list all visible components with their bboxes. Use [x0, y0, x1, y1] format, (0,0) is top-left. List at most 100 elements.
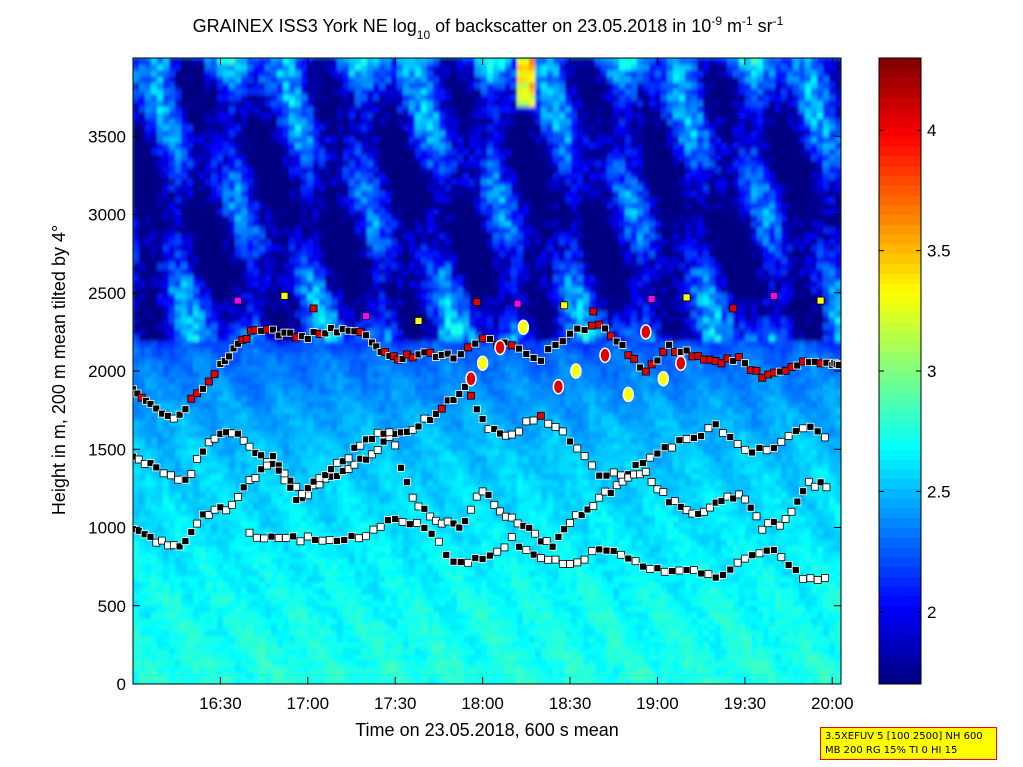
- heatmap-cell: [169, 605, 176, 613]
- heatmap-cell: [661, 575, 668, 583]
- heatmap-cell: [301, 641, 308, 649]
- heatmap-cell: [277, 527, 284, 535]
- heatmap-cell: [379, 557, 386, 565]
- heatmap-cell: [517, 599, 524, 607]
- heatmap-cell: [433, 677, 440, 684]
- heatmap-cell: [469, 587, 476, 595]
- heatmap-cell: [811, 449, 818, 456]
- heatmap-cell: [607, 509, 614, 517]
- heatmap-cell: [811, 497, 818, 505]
- heatmap-cell: [163, 449, 170, 456]
- heatmap-cell: [145, 479, 152, 486]
- heatmap-cell: [265, 551, 272, 559]
- heatmap-cell: [733, 641, 740, 649]
- heatmap-cell: [595, 557, 602, 565]
- heatmap-cell: [487, 521, 494, 529]
- heatmap-cell: [601, 479, 608, 486]
- heatmap-cell: [205, 677, 212, 684]
- heatmap-cell: [751, 557, 758, 565]
- heatmap-cell: [313, 593, 320, 601]
- heatmap-cell: [523, 665, 530, 673]
- heatmap-cell: [655, 479, 662, 486]
- heatmap-cell: [163, 569, 170, 577]
- heatmap-cell: [625, 617, 632, 625]
- heatmap-cell: [391, 485, 398, 492]
- heatmap-cell: [733, 593, 740, 601]
- heatmap-cell: [373, 599, 380, 607]
- heatmap-cell: [649, 647, 656, 655]
- heatmap-cell: [553, 479, 560, 486]
- heatmap-cell: [343, 635, 350, 643]
- heatmap-cell: [169, 665, 176, 673]
- heatmap-cell: [787, 449, 794, 456]
- heatmap-cell: [145, 431, 152, 438]
- heatmap-cell: [427, 665, 434, 673]
- heatmap-cell: [535, 653, 542, 661]
- heatmap-cell: [649, 527, 656, 535]
- heatmap-cell: [655, 455, 662, 462]
- heatmap-cell: [409, 551, 416, 559]
- heatmap-cell: [631, 437, 638, 444]
- heatmap-cell: [163, 653, 170, 661]
- heatmap-cell: [367, 485, 374, 492]
- heatmap-cell: [637, 491, 644, 498]
- title-part: sr: [753, 16, 773, 36]
- heatmap-cell: [265, 599, 272, 607]
- heatmap-cell: [595, 539, 602, 547]
- heatmap-cell: [667, 533, 674, 541]
- heatmap-cell: [331, 623, 338, 631]
- heatmap-cell: [517, 437, 524, 444]
- heatmap-cell: [613, 593, 620, 601]
- heatmap-cell: [715, 653, 722, 661]
- heatmap-cell: [409, 545, 416, 553]
- heatmap-cell: [139, 623, 146, 631]
- heatmap-cell: [241, 605, 248, 613]
- heatmap-cell: [433, 665, 440, 673]
- heatmap-cell: [193, 491, 200, 498]
- heatmap-cell: [343, 593, 350, 601]
- heatmap-cell: [241, 671, 248, 679]
- heatmap-cell: [133, 485, 140, 492]
- heatmap-cell: [643, 593, 650, 601]
- heatmap-cell: [499, 665, 506, 673]
- heatmap-cell: [451, 575, 458, 583]
- heatmap-cell: [193, 563, 200, 571]
- heatmap-cell: [283, 443, 290, 450]
- heatmap-cell: [163, 593, 170, 601]
- heatmap-cell: [313, 617, 320, 625]
- heatmap-cell: [391, 677, 398, 684]
- heatmap-cell: [463, 467, 470, 474]
- heatmap-cell: [691, 557, 698, 565]
- heatmap-cell: [523, 605, 530, 613]
- heatmap-cell: [373, 485, 380, 492]
- heatmap-cell: [439, 443, 446, 450]
- heatmap-cell: [715, 551, 722, 559]
- heatmap-cell: [175, 641, 182, 649]
- heatmap-cell: [517, 677, 524, 684]
- heatmap-cell: [565, 503, 572, 511]
- heatmap-cell: [337, 443, 344, 450]
- heatmap-cell: [265, 479, 272, 486]
- heatmap-cell: [655, 575, 662, 583]
- heatmap-cell: [805, 605, 812, 613]
- heatmap-cell: [805, 521, 812, 529]
- heatmap-cell: [199, 641, 206, 649]
- heatmap-cell: [163, 665, 170, 673]
- heatmap-cell: [613, 575, 620, 583]
- heatmap-cell: [463, 443, 470, 450]
- plot-area: [133, 58, 841, 684]
- heatmap-cell: [385, 461, 392, 468]
- heatmap-cell: [499, 539, 506, 547]
- heatmap-cell: [427, 431, 434, 438]
- heatmap-cell: [391, 473, 398, 480]
- heatmap-cell: [775, 617, 782, 625]
- heatmap-cell: [697, 473, 704, 480]
- heatmap-cell: [685, 587, 692, 595]
- heatmap-cell: [181, 503, 188, 511]
- heatmap-cell: [379, 467, 386, 474]
- heatmap-cell: [643, 629, 650, 637]
- heatmap-cell: [397, 653, 404, 661]
- heatmap-cell: [691, 575, 698, 583]
- heatmap-cell: [637, 503, 644, 511]
- heatmap-cell: [547, 479, 554, 486]
